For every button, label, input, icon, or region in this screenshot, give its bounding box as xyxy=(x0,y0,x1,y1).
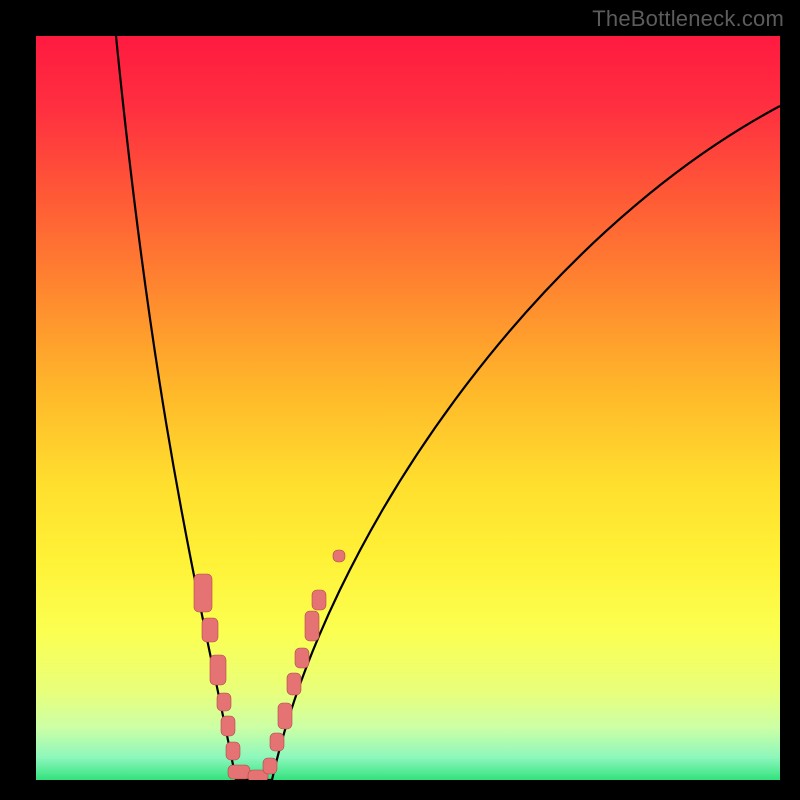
data-marker xyxy=(217,693,231,711)
data-marker xyxy=(270,733,284,751)
data-marker xyxy=(210,655,226,685)
data-marker xyxy=(312,590,326,610)
data-marker xyxy=(226,742,240,760)
data-marker xyxy=(221,716,235,736)
data-marker xyxy=(333,550,345,562)
data-marker xyxy=(263,758,277,774)
chart-root: TheBottleneck.com xyxy=(0,0,800,800)
curve-layer xyxy=(36,36,780,780)
data-marker xyxy=(202,618,218,642)
data-marker xyxy=(278,703,292,729)
watermark-label: TheBottleneck.com xyxy=(592,6,784,32)
data-marker xyxy=(305,611,319,641)
data-marker xyxy=(287,673,301,695)
plot-area xyxy=(36,36,780,780)
data-marker xyxy=(228,765,250,779)
data-marker xyxy=(194,574,212,612)
data-marker xyxy=(295,648,309,668)
data-markers xyxy=(194,550,345,780)
